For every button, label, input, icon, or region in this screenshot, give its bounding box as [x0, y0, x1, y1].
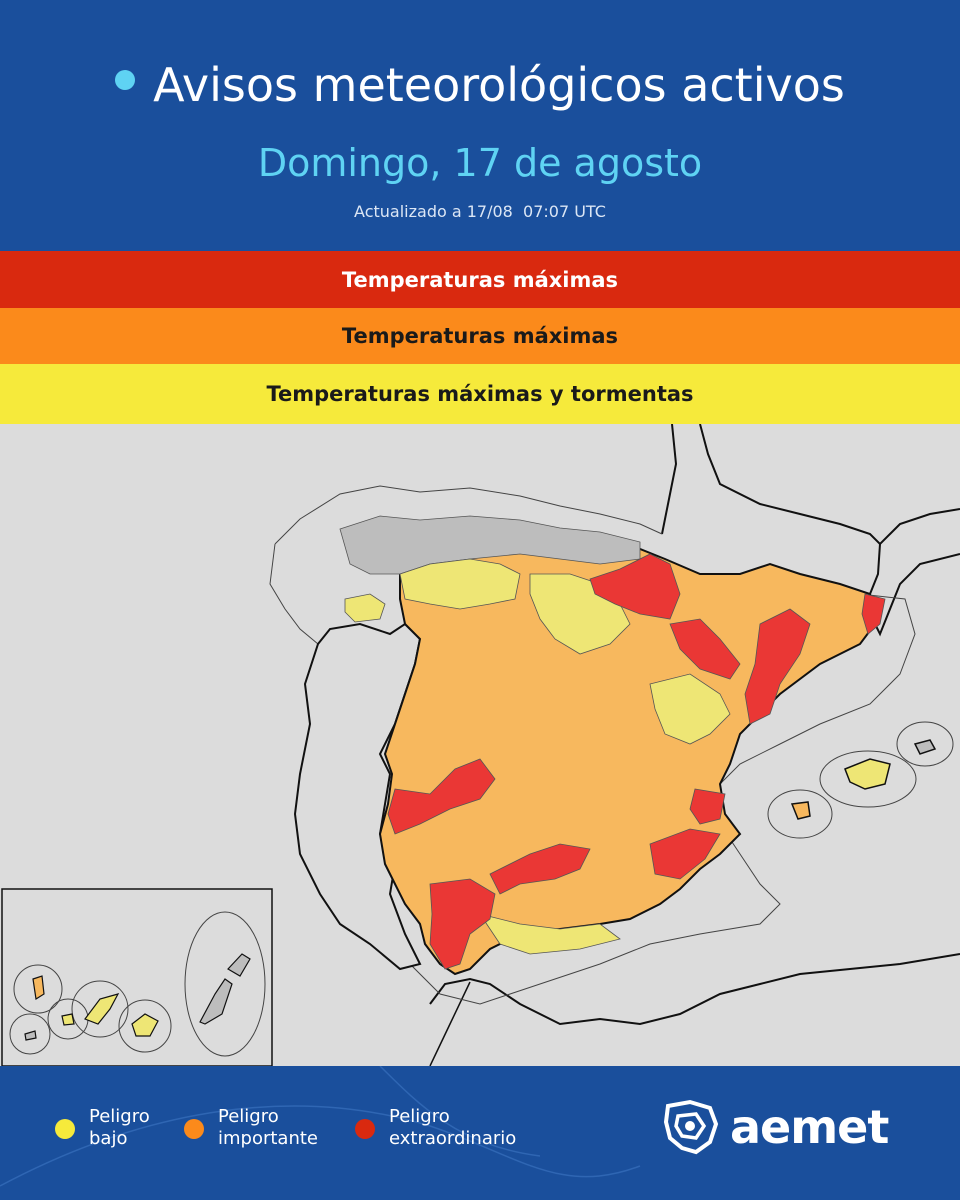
- la-palma: [32, 975, 45, 1000]
- aemet-logo[interactable]: aemet: [660, 1096, 889, 1158]
- red-zone-cordoba-jaen: [489, 843, 591, 895]
- red-zone-girona: [861, 593, 886, 635]
- canary-zone-tenerife: [71, 980, 129, 1038]
- legend-line: importante: [218, 1128, 319, 1149]
- legend-line: Peligro: [389, 1106, 450, 1127]
- balearic-zone-menorca: [896, 721, 954, 767]
- balearic-zone-ibiza: [767, 789, 833, 839]
- ibiza: [790, 801, 811, 820]
- footer: Peligro bajo Peligro importante Peligro …: [0, 1066, 960, 1200]
- title-bullet-icon: [115, 70, 136, 90]
- legend-item-importante: Peligro importante: [184, 1106, 368, 1150]
- legend-item-extraordinario: Peligro extraordinario: [355, 1106, 539, 1150]
- legend-line: extraordinario: [389, 1128, 517, 1149]
- warning-band-red: Temperaturas máximas: [0, 251, 960, 308]
- maritime-zones-north: [269, 485, 663, 645]
- legend-dot-red: [355, 1119, 375, 1139]
- mallorca: [844, 758, 891, 790]
- yellow-zone-andalucia-coast: [479, 913, 621, 955]
- legend-line: bajo: [89, 1128, 128, 1149]
- canary-zone-la-palma: [13, 964, 63, 1014]
- aemet-logo-icon: [663, 1099, 719, 1155]
- spain-peninsula: [378, 532, 877, 976]
- warning-map[interactable]: [0, 424, 960, 1066]
- red-zone-zaragoza: [669, 618, 741, 680]
- morocco-border: [429, 981, 471, 1066]
- north-coast-no-warning: [339, 515, 641, 575]
- corsica-sardinia-outline: [868, 543, 960, 637]
- title-row: Avisos meteorológicos activos: [0, 55, 960, 115]
- canary-zone-gran-canaria: [118, 999, 172, 1053]
- map-svg: [1, 424, 960, 1066]
- gran-canaria: [131, 1013, 159, 1037]
- warning-band-orange: Temperaturas máximas: [0, 308, 960, 364]
- legend-line: Peligro: [218, 1106, 279, 1127]
- canary-zone-el-hierro: [9, 1013, 51, 1055]
- red-zone-murcia: [649, 828, 721, 880]
- legend-dot-orange: [184, 1119, 204, 1139]
- red-zone-sevilla: [429, 878, 496, 970]
- yellow-zone-cantabrian: [399, 558, 521, 610]
- aemet-logo-text: aemet: [730, 1100, 889, 1154]
- la-gomera: [61, 1013, 75, 1026]
- canary-zone-eastern: [184, 911, 266, 1057]
- red-zone-catalonia-inland: [744, 608, 811, 725]
- menorca: [913, 739, 937, 755]
- page-title: Avisos meteorológicos activos: [153, 58, 845, 112]
- footer-decoration: [0, 1066, 641, 1187]
- warning-date: Domingo, 17 de agosto: [257, 141, 703, 185]
- tenerife: [84, 993, 120, 1025]
- header: Avisos meteorológicos activos Domingo, 1…: [0, 0, 960, 250]
- red-zone-extremadura: [387, 758, 496, 835]
- yellow-zone-teruel: [649, 673, 731, 745]
- yellow-zone-galicia: [344, 593, 386, 623]
- red-zone-navarra: [589, 553, 681, 620]
- red-zone-valencia: [689, 788, 726, 825]
- balearic-zone-mallorca: [819, 750, 917, 808]
- legend-item-bajo: Peligro bajo: [55, 1106, 239, 1150]
- warning-band-yellow: Temperaturas máximas y tormentas: [0, 364, 960, 424]
- africa-coastline: [429, 953, 960, 1026]
- maritime-zones-east: [389, 593, 916, 1005]
- legend-label-extraordinario: Peligro extraordinario: [389, 1106, 539, 1150]
- legend-dot-yellow: [55, 1119, 75, 1139]
- lanzarote: [227, 953, 251, 977]
- update-timestamp: Actualizado a 17/08 07:07 UTC: [354, 202, 606, 221]
- france-coastline: [661, 424, 960, 546]
- legend-label-bajo: Peligro bajo: [89, 1106, 239, 1150]
- legend-label-importante: Peligro importante: [218, 1106, 368, 1150]
- legend-line: Peligro: [89, 1106, 150, 1127]
- el-hierro: [24, 1030, 37, 1041]
- fuerteventura: [199, 978, 233, 1025]
